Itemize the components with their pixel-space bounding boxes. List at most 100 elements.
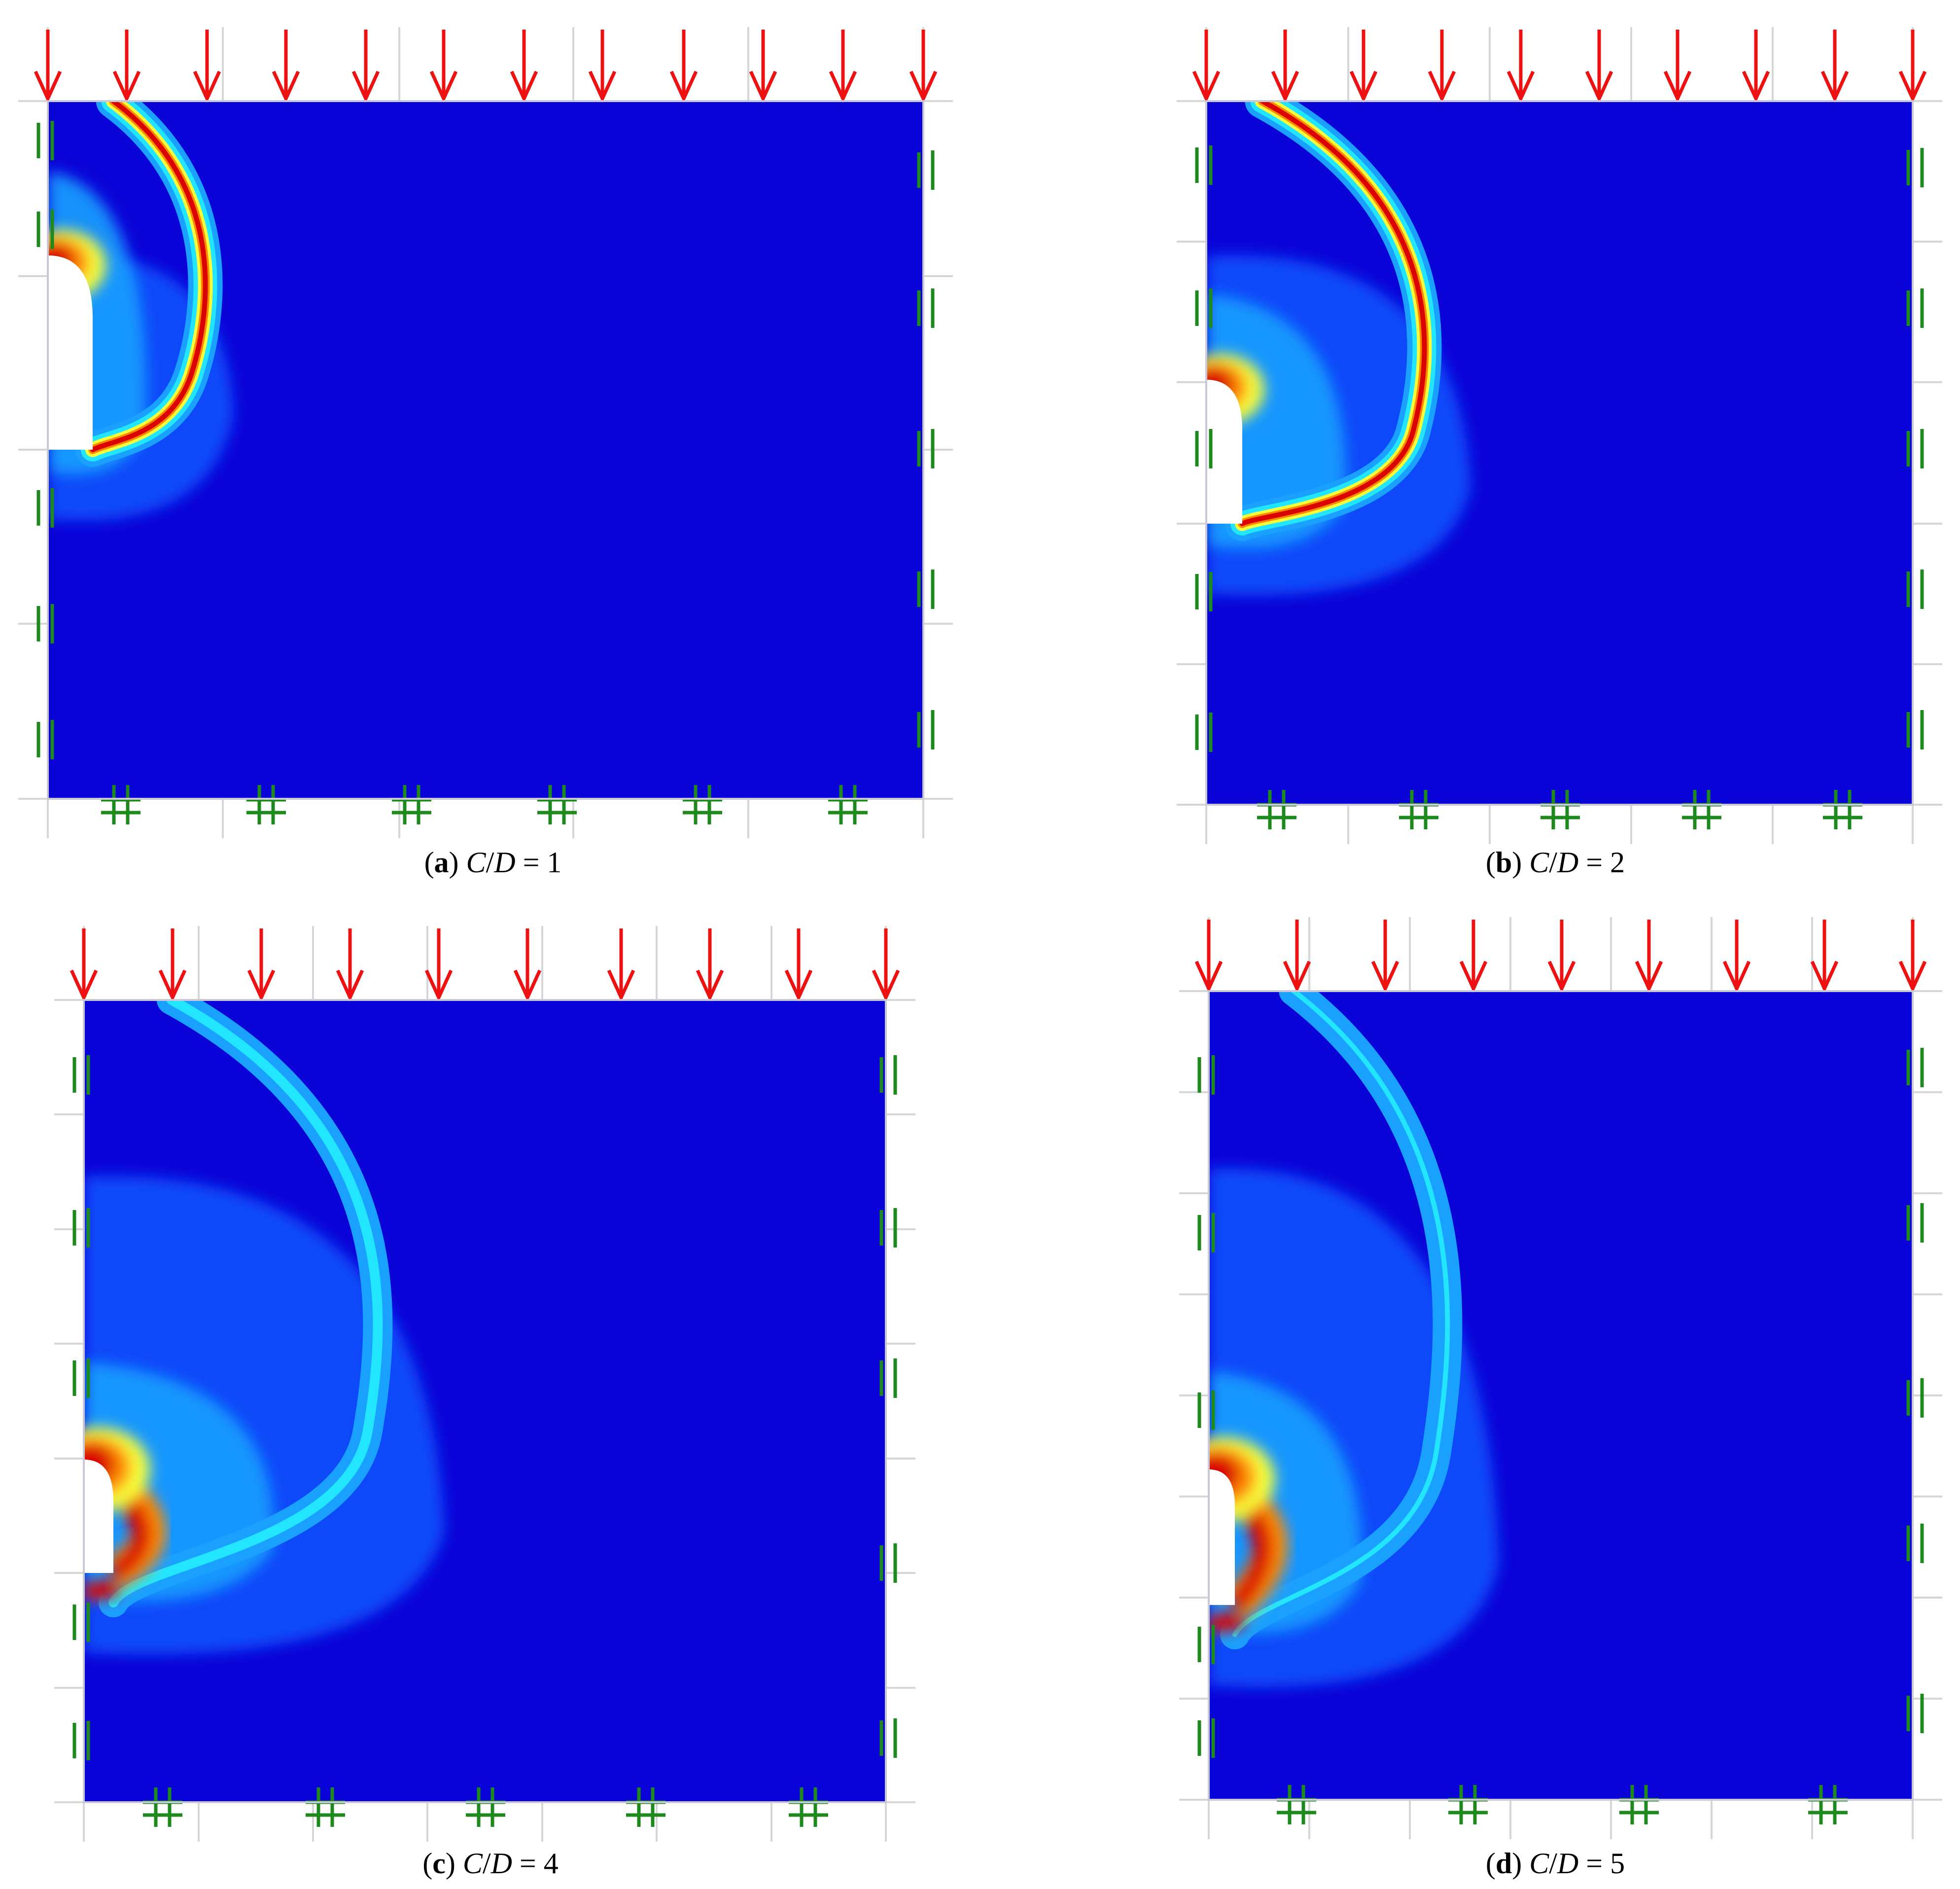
downward-arrow-icon <box>1371 920 1400 993</box>
downward-arrow-icon <box>1547 920 1576 993</box>
surface-load-arrows <box>1194 920 1927 993</box>
downward-arrow-icon <box>158 928 187 1002</box>
double-bar-icon <box>917 710 935 749</box>
downward-arrow-icon <box>784 928 813 1002</box>
downward-arrow-icon <box>1459 920 1488 993</box>
downward-arrow-icon <box>1192 30 1221 103</box>
double-bar-icon <box>917 150 935 190</box>
double-bar-icon <box>879 1055 897 1095</box>
domain-border <box>1208 990 1914 1801</box>
strain-hotspot <box>1209 1437 1288 1634</box>
double-bar-icon <box>72 1603 90 1642</box>
domain-border <box>47 100 924 800</box>
double-bar-icon <box>1906 1048 1924 1087</box>
double-bar-icon <box>1195 288 1213 328</box>
double-bar-icon <box>1197 1213 1215 1252</box>
double-bar-icon <box>1906 288 1924 328</box>
strain-field <box>48 101 234 521</box>
shear-band-layer <box>1240 101 1427 526</box>
caption-a: (a) C/D = 1 <box>424 846 562 879</box>
double-bar-icon <box>1906 1694 1924 1733</box>
downward-arrow-icon <box>1271 30 1299 103</box>
domain-border <box>1205 100 1914 806</box>
downward-arrow-icon <box>70 928 98 1002</box>
tunnel-opening <box>48 255 93 450</box>
roller-supports <box>1195 145 1924 752</box>
shear-band-layer <box>90 101 208 452</box>
double-bar-icon <box>36 488 54 528</box>
downward-arrow-icon <box>272 30 300 103</box>
double-bar-icon <box>72 1208 90 1247</box>
double-bar-icon <box>879 1543 897 1583</box>
strain-field <box>84 1000 445 1655</box>
surface-load-arrows <box>70 928 900 1002</box>
double-bar-icon <box>1197 1718 1215 1758</box>
downward-arrow-icon <box>1722 920 1751 993</box>
downward-arrow-icon <box>607 928 635 1002</box>
downward-arrow-icon <box>1810 920 1839 993</box>
roller-supports <box>36 121 935 759</box>
downward-arrow-icon <box>510 30 538 103</box>
double-bar-icon <box>1906 570 1924 609</box>
downward-arrow-icon <box>1742 30 1770 103</box>
downward-arrow-icon <box>749 30 777 103</box>
double-bar-icon <box>879 1208 897 1247</box>
surface-load-arrows <box>1192 30 1927 103</box>
downward-arrow-icon <box>1283 920 1311 993</box>
strain-field <box>1209 991 1500 1688</box>
double-bar-icon <box>1906 1203 1924 1243</box>
double-bar-icon <box>1197 1390 1215 1430</box>
double-bar-icon <box>36 210 54 249</box>
double-bar-icon <box>917 429 935 468</box>
roller-supports <box>1197 1048 1924 1758</box>
downward-arrow-icon <box>1428 30 1456 103</box>
downward-arrow-icon <box>336 928 364 1002</box>
double-bar-icon <box>1195 429 1213 468</box>
double-bar-icon <box>36 121 54 160</box>
downward-arrow-icon <box>1635 920 1663 993</box>
downward-arrow-icon <box>588 30 617 103</box>
double-bar-icon <box>36 720 54 759</box>
domain-border <box>83 999 887 1803</box>
strain-invert-red <box>1209 1611 1245 1634</box>
tunnel-opening <box>1206 380 1242 524</box>
downward-arrow-icon <box>424 928 453 1002</box>
strain-invert-red <box>84 1579 120 1602</box>
double-bar-icon <box>879 1718 897 1758</box>
tunnel-opening <box>1209 1469 1235 1605</box>
downward-arrow-icon <box>1194 920 1223 993</box>
downward-arrow-icon <box>513 928 542 1002</box>
double-bar-icon <box>1195 713 1213 752</box>
downward-arrow-icon <box>429 30 458 103</box>
double-bar-icon <box>72 1358 90 1398</box>
double-bar-icon <box>1195 572 1213 611</box>
panel-c: (c) C/D = 4 <box>54 926 915 1880</box>
downward-arrow-icon <box>247 928 276 1002</box>
downward-arrow-icon <box>1663 30 1692 103</box>
double-bar-icon <box>1906 710 1924 749</box>
downward-arrow-icon <box>1506 30 1535 103</box>
double-bar-icon <box>917 288 935 328</box>
tunnel-opening <box>84 1460 113 1573</box>
downward-arrow-icon <box>669 30 698 103</box>
panel-a: (a) C/D = 1 <box>0 0 980 888</box>
downward-arrow-icon <box>1898 920 1927 993</box>
downward-arrow-icon <box>696 928 724 1002</box>
contour-plot-c <box>54 926 915 1842</box>
caption-c: (c) C/D = 4 <box>422 1847 559 1880</box>
contour-plot-b <box>1177 27 1942 844</box>
double-bar-icon <box>72 1721 90 1760</box>
downward-arrow-icon <box>112 30 141 103</box>
shear-band-layer <box>1232 991 1450 1637</box>
caption-d: (d) C/D = 5 <box>1485 1847 1625 1880</box>
double-bar-icon <box>1906 148 1924 187</box>
double-bar-icon <box>879 1358 897 1398</box>
double-bar-icon <box>1197 1055 1215 1095</box>
downward-arrow-icon <box>193 30 221 103</box>
downward-arrow-icon <box>1349 30 1378 103</box>
shear-band-layer <box>111 1000 381 1605</box>
double-bar-icon <box>36 604 54 643</box>
downward-arrow-icon <box>829 30 857 103</box>
